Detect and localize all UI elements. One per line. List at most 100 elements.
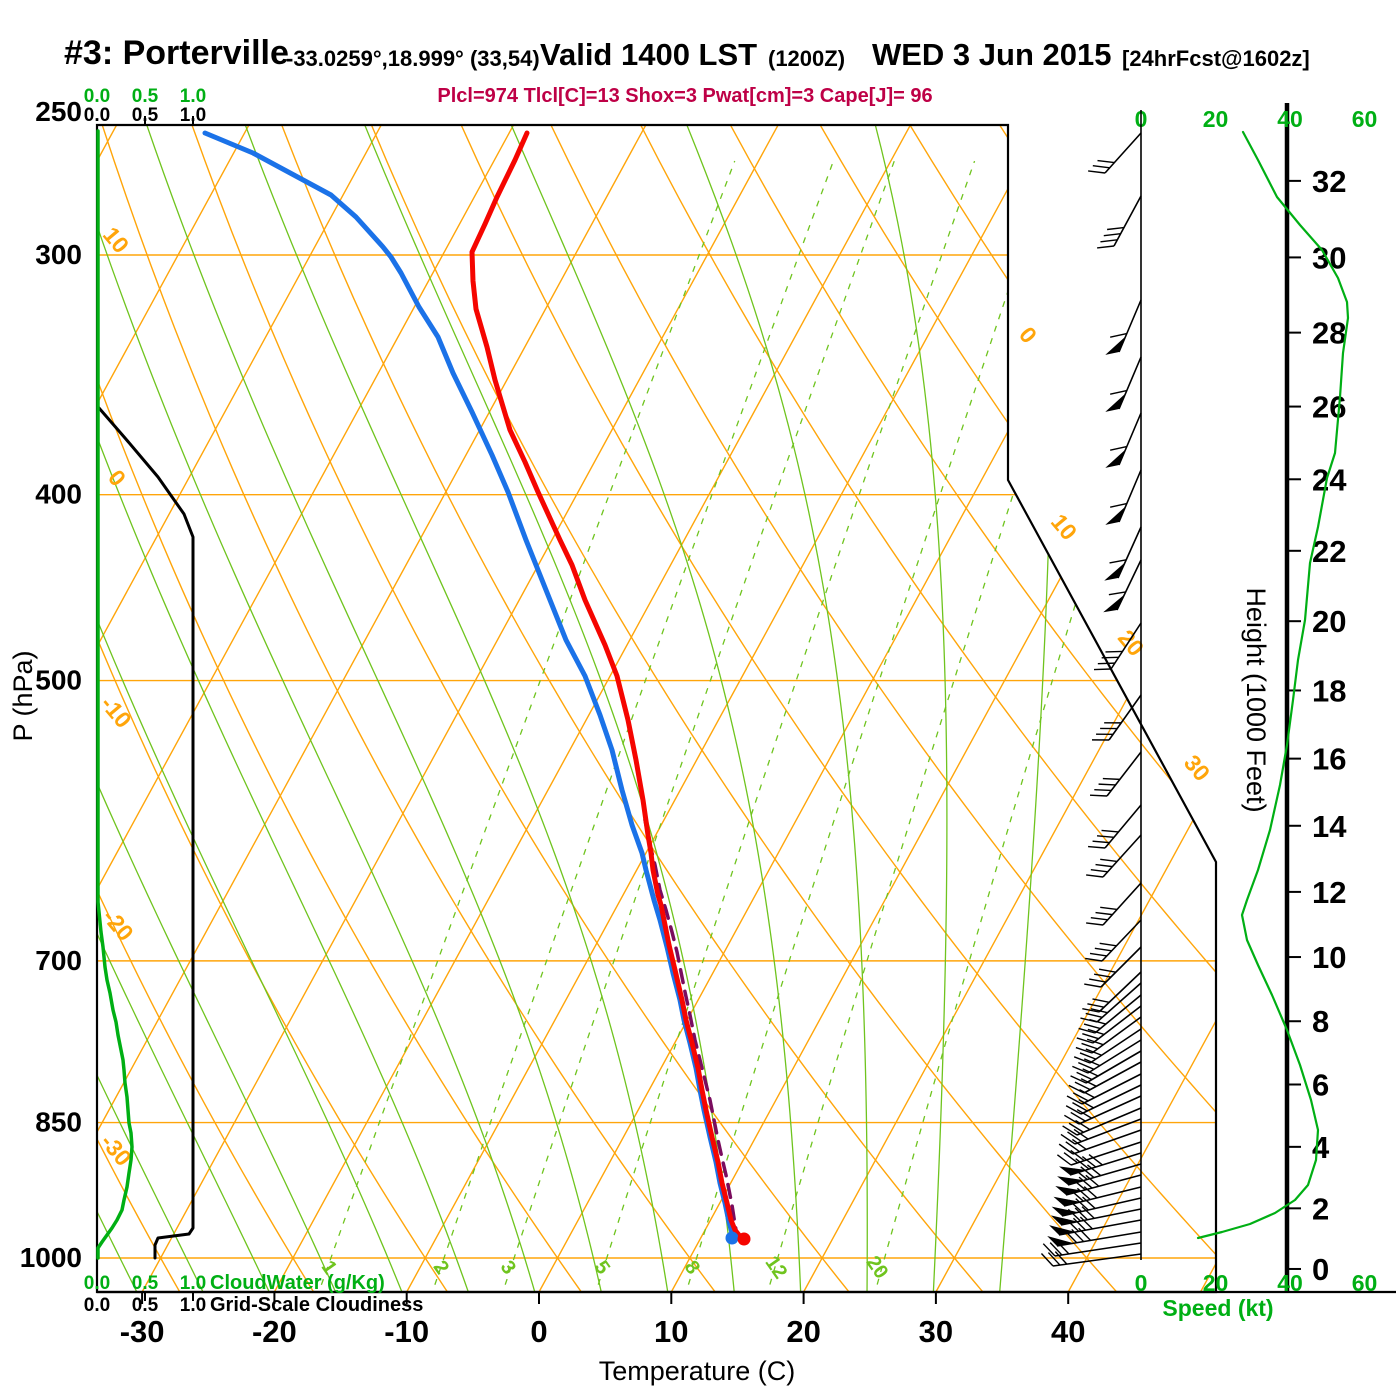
temp-tick-label: -30 <box>120 1314 165 1349</box>
cloud-axis-top-label: 0.0 <box>84 86 110 107</box>
cloud-axis-top-label: 1.0 <box>180 86 206 107</box>
barb-feather <box>1073 1168 1088 1181</box>
temp-tick-label: 20 <box>786 1314 820 1349</box>
isotherm-line <box>1067 125 1216 1292</box>
isotherm-line <box>141 125 779 1292</box>
moist-adiabat-line <box>97 125 537 1292</box>
barb-feather <box>1089 978 1107 983</box>
barb-feather <box>1042 1243 1056 1257</box>
barb-feather <box>1068 1122 1084 1133</box>
barb-feather <box>1081 1206 1095 1219</box>
barb-feather <box>1086 874 1104 878</box>
barb-feather <box>1062 1125 1078 1136</box>
barb-feather <box>1092 998 1110 1004</box>
isotherm-label: 20 <box>1113 625 1149 661</box>
barb-feather <box>1075 1198 1089 1211</box>
barb-staff <box>1076 1107 1142 1136</box>
temperature-line <box>469 130 746 1241</box>
barb-feather <box>1085 1012 1103 1019</box>
cloud-axis-bottom-label: 1.0 <box>180 1295 206 1316</box>
barb-feather <box>1078 1227 1092 1241</box>
barb-pennant <box>1049 1225 1076 1235</box>
barb-pennant <box>1057 1176 1085 1185</box>
dry-adiabat-line <box>638 125 1216 1292</box>
cloud-axis-bottom-label: 0.0 <box>84 1295 110 1316</box>
mixing-ratio-label: 2 <box>429 1257 453 1279</box>
barb-feather <box>1087 1003 1105 1008</box>
barb-feather <box>1047 1252 1061 1266</box>
barb-feather <box>1105 650 1123 653</box>
barb-staff <box>1080 1084 1142 1115</box>
surface-dewpoint-dot <box>725 1231 739 1245</box>
dry-adiabat-line <box>97 125 184 1292</box>
height-axis-title: Height (1000 Feet) <box>1241 587 1271 812</box>
mixing-ratio-line <box>593 160 976 1292</box>
dry-adiabat-line <box>459 125 1216 1292</box>
dry-adiabat-line <box>728 125 1216 1292</box>
barb-staff <box>1094 994 1142 1034</box>
barb-feather <box>1101 829 1119 833</box>
barb-feather <box>1066 1218 1080 1232</box>
barb-staff <box>1085 1050 1142 1084</box>
barb-staff <box>1102 882 1142 926</box>
cloud-axis-bottom-label: 1.0 <box>180 1273 206 1294</box>
isotherm-line <box>97 125 382 1292</box>
barb-feather <box>1071 1228 1085 1243</box>
station-coords: -33.0259°,18.999° (33,54) <box>286 46 540 71</box>
cloud-axis-top-label: 0.5 <box>132 86 159 107</box>
isotherm-label: 10 <box>1046 509 1082 545</box>
barb-feather <box>1085 1048 1102 1056</box>
barb-feather <box>1071 1138 1087 1150</box>
barb-staff <box>1108 694 1142 741</box>
isotherm-label: -10 <box>95 691 136 733</box>
barb-feather <box>1096 835 1115 838</box>
barb-feather <box>1076 1108 1093 1119</box>
speed-axis-title: Speed (kt) <box>1162 1295 1273 1321</box>
cloudwater-profile-line <box>96 129 134 1260</box>
moist-adiabat-line <box>97 125 471 1292</box>
dry-adiabat-line <box>997 125 1216 1292</box>
barb-feather <box>1076 1187 1091 1201</box>
isotherm-line <box>406 125 1044 1292</box>
barb-feather <box>1098 968 1116 973</box>
barb-staff <box>1091 1016 1142 1054</box>
speed-tick-label-bottom: 0 <box>1135 1270 1148 1296</box>
isotherm-line <box>97 125 515 1292</box>
barb-feather <box>1073 1056 1091 1064</box>
barb-feather <box>1073 1128 1089 1140</box>
pressure-axis-title: P (hPa) <box>8 650 38 741</box>
barb-pennant <box>1055 1185 1083 1195</box>
barb-feather <box>1090 1008 1108 1014</box>
barb-feather <box>1072 1065 1089 1074</box>
barb-staff <box>1067 1163 1142 1186</box>
cloud-axis-bottom-label: 0.5 <box>132 1295 159 1316</box>
plot-frame <box>95 123 1218 1294</box>
barb-feather <box>1102 777 1120 781</box>
temp-tick-label: -20 <box>252 1314 297 1349</box>
speed-tick-label-top: 20 <box>1203 106 1229 132</box>
barb-feather <box>1097 159 1115 164</box>
barb-feather <box>1070 1149 1085 1162</box>
speed-tick-label-bottom: 60 <box>1352 1270 1378 1296</box>
barb-feather <box>1065 1105 1082 1115</box>
moist-adiabat-line <box>97 125 273 1292</box>
pressure-tick-label: 400 <box>35 479 82 510</box>
barb-feather <box>1101 656 1119 659</box>
height-tick-label: 20 <box>1312 604 1346 639</box>
moist-adiabat-line <box>874 125 948 1292</box>
barb-feather <box>1083 1058 1101 1067</box>
barb-pennant <box>1105 449 1126 468</box>
barb-feather <box>1066 1095 1083 1105</box>
barb-feather <box>1068 1199 1082 1213</box>
barb-staff <box>1078 1095 1142 1125</box>
barb-staff <box>1083 1061 1142 1094</box>
barb-staff <box>1070 1141 1142 1166</box>
mixing-ratio-line <box>765 160 1123 1292</box>
speed-tick-label-bottom: 40 <box>1277 1270 1303 1296</box>
barb-feather <box>1082 1032 1099 1040</box>
barb-feather <box>1070 1111 1086 1122</box>
speed-tick-label-bottom: 20 <box>1203 1270 1229 1296</box>
barb-feather <box>1098 783 1116 786</box>
barb-feather <box>1086 1038 1104 1046</box>
